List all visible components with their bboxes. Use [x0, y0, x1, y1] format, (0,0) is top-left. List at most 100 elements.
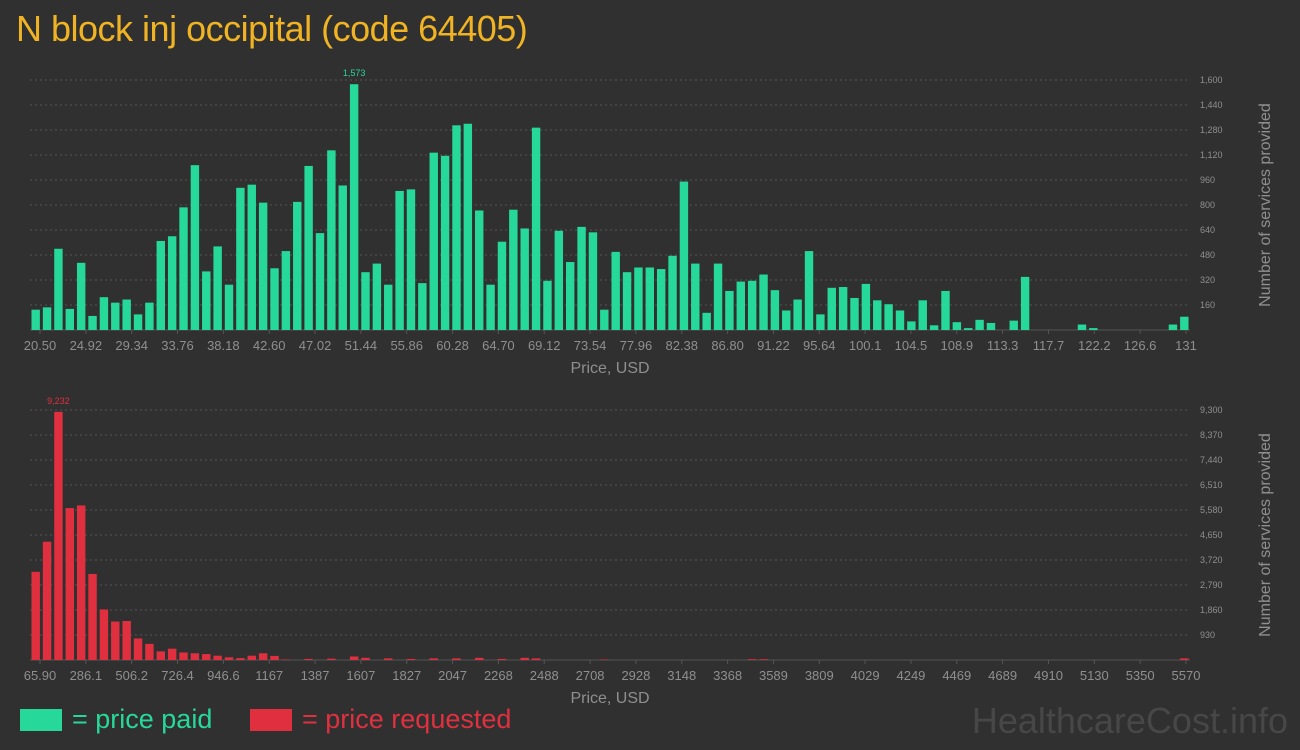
chart-1-bar	[236, 658, 245, 660]
chart-1-xtick-label: 1387	[301, 668, 330, 683]
chart-0-bar	[713, 263, 723, 330]
chart-0-bar	[133, 314, 143, 330]
chart-0-bar	[395, 190, 404, 330]
chart-0-bar	[270, 268, 279, 330]
chart-1-xtick-label: 3809	[805, 668, 834, 683]
chart-1-ytick-label: 9,300	[1200, 405, 1223, 415]
chart-0-bar	[88, 315, 97, 330]
chart-0-xtick-label: 20.50	[24, 338, 57, 353]
chart-0-bar	[111, 302, 120, 330]
chart-0-bar	[850, 297, 859, 330]
chart-1-bar	[759, 659, 768, 660]
chart-0-bar	[952, 322, 962, 330]
chart-0-xtick-label: 47.02	[299, 338, 332, 353]
chart-1-xtick-label: 3589	[759, 668, 788, 683]
chart-0-bar	[622, 272, 632, 330]
chart-1-bar	[270, 655, 279, 660]
chart-0-bar	[440, 155, 450, 330]
chart-1-ytick-label: 930	[1200, 630, 1215, 640]
chart-1-bar	[349, 656, 359, 660]
chart-1-xtick-label: 1827	[392, 668, 421, 683]
chart-0-xtick-label: 73.54	[574, 338, 607, 353]
chart-0-bar	[202, 271, 211, 330]
chart-0-bar	[702, 312, 711, 330]
chart-0-bar	[634, 267, 643, 330]
chart-0-xtick-label: 91.22	[757, 338, 790, 353]
chart-0-xtick-label: 100.1	[849, 338, 882, 353]
chart-0-bar	[941, 290, 950, 330]
chart-0-bar	[543, 280, 552, 330]
chart-0-ytick-label: 1,280	[1200, 125, 1223, 135]
chart-0-bar	[213, 246, 222, 330]
chart-1-bar	[281, 659, 291, 660]
chart-1-xtick-label: 2708	[576, 668, 605, 683]
chart-0-bar	[1020, 276, 1030, 330]
chart-1-bar	[133, 638, 143, 660]
chart-0-bar	[838, 287, 848, 330]
chart-1-xtick-label: 5570	[1172, 668, 1201, 683]
chart-1-bar	[361, 657, 370, 660]
chart-1-xtick-label: 4689	[988, 668, 1017, 683]
chart-0-bar	[179, 207, 188, 330]
chart-0-bar	[884, 304, 893, 330]
chart-0-bar	[747, 280, 757, 330]
chart-0-bar	[509, 209, 518, 330]
chart-0-bar	[258, 202, 268, 330]
chart-0-bar	[907, 321, 916, 330]
chart-1-bar	[452, 658, 461, 660]
chart-0-bar	[1089, 328, 1098, 330]
chart-0-xtick-label: 113.3	[987, 338, 1019, 353]
chart-1-xtick-label: 65.90	[24, 668, 57, 683]
chart-0-bar	[668, 255, 677, 330]
chart-0-bar	[1168, 324, 1178, 330]
chart-0-bar	[463, 123, 473, 330]
chart-0-xtick-label: 38.18	[207, 338, 240, 353]
chart-0-bar	[475, 210, 484, 330]
chart-1-bar	[42, 541, 52, 660]
chart-0-bar	[873, 300, 882, 330]
chart-0-xtick-label: 51.44	[345, 338, 378, 353]
chart-0-xtick-label: 86.80	[711, 338, 744, 353]
chart-1-bar	[520, 657, 529, 660]
chart-0-bar	[54, 248, 63, 330]
chart-1-bar	[600, 659, 609, 660]
chart-1-xtick-label: 1607	[346, 668, 375, 683]
chart-1-bar	[99, 609, 109, 660]
chart-1-ytick-label: 3,720	[1200, 555, 1223, 565]
chart-1-peak-label: 9,232	[47, 396, 70, 406]
chart-1-ytick-label: 5,580	[1200, 505, 1223, 515]
chart-0-bar	[429, 152, 438, 330]
chart-0-bar	[736, 281, 745, 330]
chart-0-bar	[793, 299, 802, 330]
chart-0-bar	[600, 309, 609, 330]
chart-0-bar	[349, 84, 359, 330]
chart-0-bar	[99, 297, 109, 330]
chart-1-bar	[384, 658, 393, 660]
chart-0-bar	[827, 287, 836, 330]
chart-1-xtick-label: 2268	[484, 668, 513, 683]
chart-0-bar	[236, 187, 245, 330]
chart-1-xtick-label: 506.2	[115, 668, 148, 683]
chart-0-xtick-label: 77.96	[620, 338, 653, 353]
chart-0-bar	[338, 185, 347, 330]
chart-0-x-axis-title: Price, USD	[570, 360, 649, 377]
chart-1-bar	[475, 657, 484, 660]
chart-1-ytick-label: 4,650	[1200, 530, 1223, 540]
chart-0-bar	[918, 300, 927, 330]
chart-0-bar	[611, 251, 620, 330]
chart-0-xtick-label: 55.86	[390, 338, 423, 353]
chart-1-ytick-label: 6,510	[1200, 480, 1223, 490]
legend-item-requested: = price requested	[250, 704, 511, 735]
chart-1-x-axis-title: Price, USD	[570, 690, 649, 707]
chart-0-xtick-label: 29.34	[115, 338, 148, 353]
chart-0-xtick-label: 104.5	[895, 338, 928, 353]
chart-0-bar	[929, 325, 939, 330]
chart-1-bar	[429, 658, 438, 660]
chart-1-xtick-label: 4249	[896, 668, 925, 683]
chart-0-bar	[964, 328, 973, 330]
chart-1-bar	[65, 508, 75, 660]
chart-1-xtick-label: 2928	[621, 668, 650, 683]
legend-item-paid: = price paid	[20, 704, 212, 735]
chart-1-xtick-label: 2047	[438, 668, 467, 683]
chart-0-xtick-label: 60.28	[436, 338, 469, 353]
